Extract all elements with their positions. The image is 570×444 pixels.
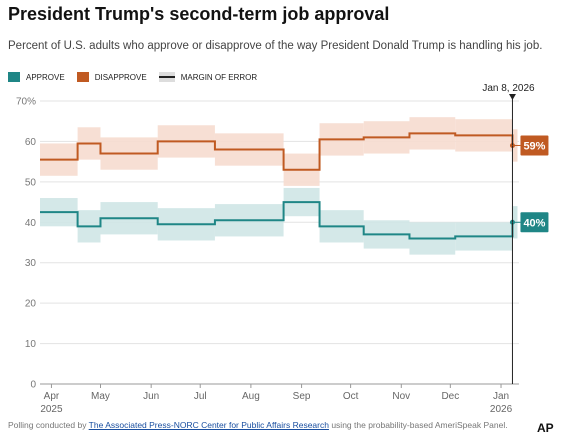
axes: 0 10 20 30 40 50 60 70% Apr 2025 May Jun Jul Aug Sep Oc… (16, 97, 519, 415)
x-tick-label: Apr (44, 391, 60, 402)
x-tick-label: Aug (242, 391, 260, 402)
legend-item-disapprove: DISAPPROVE (76, 72, 147, 82)
x-tick-label: Dec (441, 391, 459, 402)
y-tick-label: 40 (25, 218, 37, 229)
x-tick-label: May (91, 391, 110, 402)
source-link[interactable]: The Associated Press-NORC Center for Pub… (88, 420, 329, 430)
y-tick-label: 30 (25, 258, 37, 269)
y-tick-label: 70% (16, 97, 36, 108)
legend-item-margin-of-error: MARGIN OF ERROR (158, 72, 258, 82)
y-tick-label: 10 (25, 339, 37, 350)
legend-label-margin-of-error: MARGIN OF ERROR (180, 72, 258, 82)
legend-swatch-margin-of-error (158, 72, 175, 82)
line-approve (40, 201, 514, 240)
legend-swatch-approve (8, 72, 20, 82)
x-tick-year-label: 2025 (40, 404, 63, 415)
chart-subtitle: Percent of U.S. adults who approve or di… (8, 40, 543, 52)
legend-label-disapprove: DISAPPROVE (94, 72, 147, 82)
legend-item-approve: APPROVE (8, 72, 65, 82)
y-tick-label: 60 (25, 137, 37, 148)
source-note: Polling conducted by The Associated Pres… (8, 420, 518, 431)
ap-logo: AP (537, 421, 554, 435)
x-tick-year-label: 2026 (490, 404, 513, 415)
disapprove-value-label-box (520, 135, 549, 156)
legend-swatch-disapprove (76, 72, 89, 82)
x-tick-label: Sep (293, 391, 311, 402)
x-tick-label: Nov (392, 391, 410, 402)
x-tick-label: Jul (194, 391, 207, 402)
y-tick-label: 20 (25, 299, 37, 310)
y-tick-label: 0 (30, 380, 36, 391)
x-tick-label: Jun (143, 391, 159, 402)
source-prefix: Polling conducted by (8, 420, 89, 430)
latest-marker: Jan 8, 2026 (482, 83, 535, 384)
approve-value-label: 40% (523, 217, 545, 229)
disapprove-value-label: 59% (523, 140, 545, 152)
y-tick-label: 50 (25, 177, 37, 188)
line-disapprove (40, 132, 514, 171)
x-tick-label: Jan (493, 391, 509, 402)
approve-value-label-box (520, 212, 549, 233)
legend-label-approve: APPROVE (26, 72, 65, 82)
margin-of-error-bands (40, 117, 518, 255)
x-tick-label: Oct (343, 391, 359, 402)
chart-title: President Trump's second-term job approv… (8, 4, 390, 24)
value-labels: 59% 40% (512, 135, 549, 233)
latest-date-caret (508, 94, 516, 100)
latest-date-label: Jan 8, 2026 (482, 83, 535, 94)
source-suffix: using the probability-based AmeriSpeak P… (328, 420, 508, 430)
chart-legend: APPROVE DISAPPROVE MARGIN OF ERROR (8, 71, 269, 83)
